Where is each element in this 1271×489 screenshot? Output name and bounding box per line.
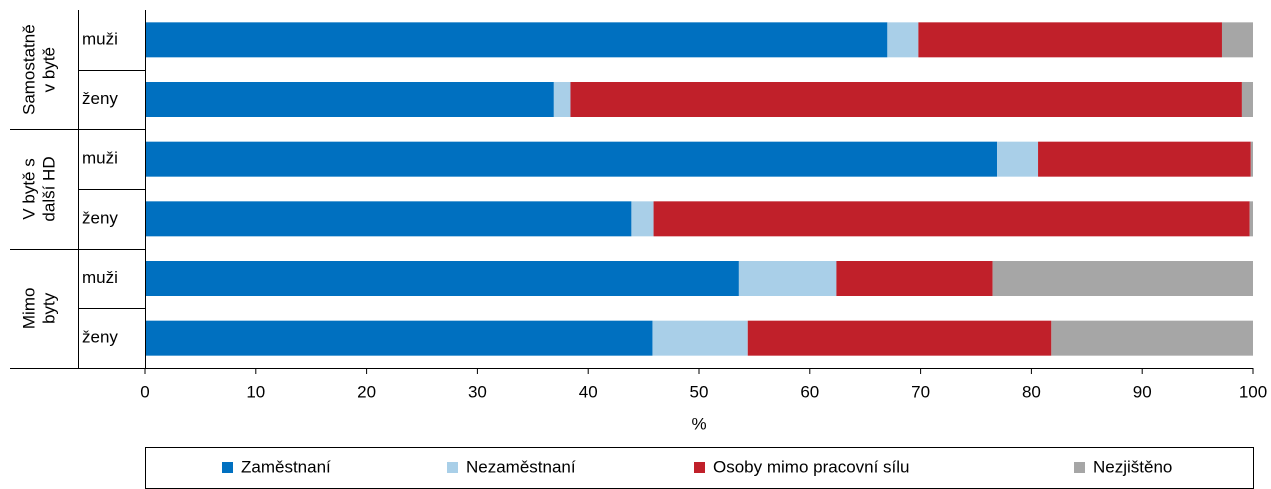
- bar-segment: [145, 22, 888, 58]
- category-label: muži: [82, 268, 118, 287]
- legend-label: Osoby mimo pracovní sílu: [713, 457, 910, 476]
- bar-segment: [570, 82, 1242, 117]
- x-tick-label: 80: [1022, 382, 1041, 401]
- x-axis-label: %: [691, 414, 706, 433]
- legend-label: Zaměstnaní: [241, 457, 331, 476]
- bar-segment: [145, 82, 554, 117]
- bar-segment: [738, 261, 837, 296]
- group-label: V bytě s: [19, 158, 38, 219]
- bar-segment: [887, 22, 919, 58]
- category-label: ženy: [82, 89, 118, 108]
- x-tick-label: 70: [911, 382, 930, 401]
- bar-segment: [652, 320, 748, 356]
- bar-segment: [145, 141, 998, 177]
- bar-segment: [631, 201, 654, 237]
- category-label: muži: [82, 29, 118, 48]
- x-tick-label: 90: [1133, 382, 1152, 401]
- x-tick-label: 10: [246, 382, 265, 401]
- x-tick-label: 20: [357, 382, 376, 401]
- bar-segment: [553, 82, 571, 117]
- bar-segment: [145, 320, 653, 356]
- legend-label: Nezjištěno: [1093, 457, 1172, 476]
- category-label: ženy: [82, 208, 118, 227]
- bar-segment: [992, 261, 1253, 296]
- legend-swatch: [694, 462, 705, 473]
- bar-segment: [1250, 141, 1253, 177]
- legend-swatch: [1074, 462, 1085, 473]
- x-tick-label: 100: [1239, 382, 1267, 401]
- bar-segment: [918, 22, 1222, 58]
- x-tick-label: 0: [140, 382, 149, 401]
- group-label: Mimo: [19, 288, 38, 330]
- x-tick-label: 50: [690, 382, 709, 401]
- bar-segment: [1038, 141, 1251, 177]
- bar-segment: [836, 261, 993, 296]
- group-label: byty: [39, 292, 58, 324]
- bar-segment: [1221, 22, 1253, 58]
- bar-segment: [653, 201, 1250, 237]
- legend-label: Nezaměstnaní: [466, 457, 576, 476]
- category-label: ženy: [82, 328, 118, 347]
- bar-segment: [1241, 82, 1253, 117]
- legend-swatch: [222, 462, 233, 473]
- bar-segment: [1051, 320, 1253, 356]
- category-label: muži: [82, 149, 118, 168]
- legend-swatch: [447, 462, 458, 473]
- x-tick-label: 30: [468, 382, 487, 401]
- bar-segment: [747, 320, 1052, 356]
- x-tick-label: 40: [579, 382, 598, 401]
- group-label: v bytě: [39, 47, 58, 92]
- x-tick-label: 60: [800, 382, 819, 401]
- group-label: další HD: [39, 156, 58, 221]
- group-label: Samostatně: [19, 24, 38, 115]
- bar-segment: [145, 261, 739, 296]
- bar-segment: [997, 141, 1039, 177]
- bar-segment: [145, 201, 632, 237]
- bar-segment: [1249, 201, 1253, 237]
